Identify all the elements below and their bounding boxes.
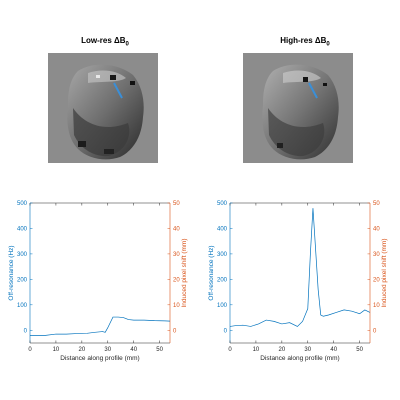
x-tick-label: 40 — [330, 347, 337, 353]
low-res-field-map-image — [67, 64, 144, 160]
y-left-tick-label: 500 — [217, 201, 228, 207]
y-right-tick-label: 40 — [373, 226, 380, 232]
left-title-main: Low-res ΔB — [81, 36, 126, 45]
y-right-tick-label: 30 — [373, 252, 380, 258]
y-left-tick-label: 100 — [17, 303, 28, 309]
left-title-sub: 0 — [125, 41, 129, 48]
off-resonance-series-line — [229, 208, 371, 327]
x-tick-label: 50 — [156, 347, 163, 353]
y-left-axis-label: Off-resonance (Hz) — [8, 245, 15, 300]
y-right-tick-label: 50 — [373, 201, 380, 207]
y-left-axis-label: Off-resonance (Hz) — [208, 245, 215, 300]
x-tick-label: 0 — [28, 347, 32, 353]
y-left-tick-label: 300 — [217, 252, 228, 258]
right-title-sub: 0 — [326, 41, 330, 48]
y-left-tick-label: 200 — [17, 277, 28, 283]
x-tick-label: 0 — [228, 347, 232, 353]
x-tick-label: 50 — [356, 347, 363, 353]
y-left-tick-label: 0 — [24, 328, 28, 334]
x-axis-label: Distance along profile (mm) — [60, 355, 139, 362]
y-left-tick-label: 500 — [17, 201, 28, 207]
low-res-field-map — [48, 53, 158, 163]
y-left-tick-label: 400 — [217, 226, 228, 232]
y-right-tick-label: 0 — [373, 328, 377, 334]
right-title-main: High-res ΔB — [280, 36, 327, 45]
y-right-tick-label: 30 — [173, 252, 180, 258]
y-right-axis-label: Induced pixel shift (mm) — [381, 239, 388, 308]
x-tick-label: 10 — [53, 347, 60, 353]
x-tick-label: 30 — [304, 347, 311, 353]
x-tick-label: 10 — [253, 347, 260, 353]
y-right-tick-label: 50 — [173, 201, 180, 207]
y-right-tick-label: 10 — [173, 303, 180, 309]
y-right-axis-label: Induced pixel shift (mm) — [181, 239, 188, 308]
x-tick-label: 20 — [79, 347, 86, 353]
y-left-tick-label: 400 — [17, 226, 28, 232]
y-right-tick-label: 20 — [373, 277, 380, 283]
right-map-title: High-res ΔB0 — [245, 36, 365, 48]
x-tick-label: 20 — [279, 347, 286, 353]
y-left-tick-label: 200 — [217, 277, 228, 283]
y-left-tick-label: 100 — [217, 303, 228, 309]
y-right-tick-label: 40 — [173, 226, 180, 232]
left-map-title: Low-res ΔB0 — [45, 36, 165, 48]
y-right-tick-label: 0 — [173, 328, 177, 334]
y-right-tick-label: 10 — [373, 303, 380, 309]
high-res-field-map — [243, 53, 353, 163]
high-res-field-map-image — [262, 64, 339, 160]
x-tick-label: 40 — [130, 347, 137, 353]
y-left-tick-label: 300 — [17, 252, 28, 258]
x-axis-label: Distance along profile (mm) — [260, 355, 339, 362]
off-resonance-series-line — [30, 316, 171, 336]
y-right-tick-label: 20 — [173, 277, 180, 283]
x-tick-label: 30 — [104, 347, 111, 353]
y-left-tick-label: 0 — [224, 328, 228, 334]
